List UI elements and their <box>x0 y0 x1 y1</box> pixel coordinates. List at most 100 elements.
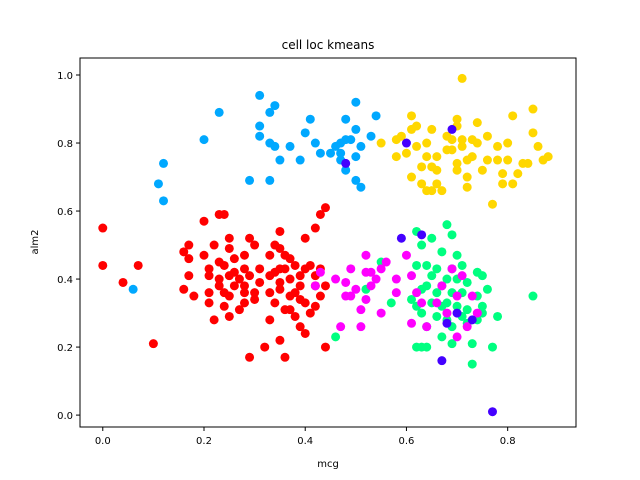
data-point-cluster-0 <box>305 260 315 270</box>
data-point-cluster-0 <box>184 240 194 250</box>
data-point-cluster-0 <box>290 311 300 321</box>
data-point-cluster-2 <box>472 138 482 148</box>
data-point-cluster-0 <box>98 223 108 233</box>
data-point-cluster-0 <box>204 271 214 281</box>
data-point-cluster-2 <box>422 138 432 148</box>
data-point-cluster-0 <box>295 322 305 332</box>
data-point-cluster-1 <box>351 97 361 107</box>
data-point-cluster-4 <box>437 281 447 291</box>
x-tick-label: 0.8 <box>500 436 516 447</box>
data-point-cluster-4 <box>331 274 341 284</box>
data-point-cluster-5 <box>487 407 497 417</box>
data-point-cluster-3 <box>467 359 477 369</box>
data-point-cluster-2 <box>503 155 513 165</box>
data-point-cluster-2 <box>412 121 422 131</box>
data-point-cluster-2 <box>432 165 442 175</box>
data-point-cluster-2 <box>493 141 503 151</box>
data-point-cluster-0 <box>320 342 330 352</box>
data-point-cluster-0 <box>214 274 224 284</box>
data-point-cluster-3 <box>422 281 432 291</box>
data-point-cluster-4 <box>447 264 457 274</box>
data-point-cluster-1 <box>275 155 285 165</box>
data-point-cluster-0 <box>98 260 108 270</box>
data-point-cluster-2 <box>447 145 457 155</box>
data-point-cluster-3 <box>432 311 442 321</box>
data-point-cluster-0 <box>285 254 295 264</box>
data-point-cluster-0 <box>300 233 310 243</box>
data-point-cluster-2 <box>508 111 518 121</box>
data-point-cluster-0 <box>224 291 234 301</box>
data-point-cluster-1 <box>371 111 381 121</box>
data-point-cluster-2 <box>407 111 417 121</box>
data-point-cluster-2 <box>396 131 406 141</box>
data-point-cluster-1 <box>315 148 325 158</box>
data-point-cluster-0 <box>250 288 260 298</box>
data-point-cluster-3 <box>452 250 462 260</box>
data-point-cluster-0 <box>255 277 265 287</box>
data-point-cluster-0 <box>255 264 265 274</box>
data-point-cluster-4 <box>351 284 361 294</box>
data-point-cluster-3 <box>427 233 437 243</box>
data-point-cluster-5 <box>442 318 452 328</box>
data-point-cluster-1 <box>255 131 265 141</box>
data-point-cluster-0 <box>133 260 143 270</box>
data-point-cluster-1 <box>159 158 169 168</box>
data-point-cluster-4 <box>391 274 401 284</box>
data-point-cluster-2 <box>482 155 492 165</box>
data-point-cluster-4 <box>376 308 386 318</box>
data-point-cluster-0 <box>118 277 128 287</box>
data-point-cluster-0 <box>239 281 249 291</box>
data-point-cluster-2 <box>528 128 538 138</box>
data-point-cluster-5 <box>452 308 462 318</box>
data-point-cluster-4 <box>452 291 462 301</box>
data-point-cluster-1 <box>265 175 275 185</box>
data-point-cluster-3 <box>442 298 452 308</box>
data-point-cluster-0 <box>270 298 280 308</box>
data-point-cluster-2 <box>523 158 533 168</box>
data-point-cluster-4 <box>361 294 371 304</box>
data-point-cluster-1 <box>346 135 356 145</box>
data-point-cluster-1 <box>310 138 320 148</box>
data-point-cluster-2 <box>477 165 487 175</box>
points-layer <box>98 73 553 417</box>
data-point-cluster-4 <box>407 271 417 281</box>
data-point-cluster-3 <box>482 284 492 294</box>
data-point-cluster-0 <box>204 264 214 274</box>
data-point-cluster-0 <box>315 209 325 219</box>
data-point-cluster-0 <box>310 301 320 311</box>
data-point-cluster-0 <box>204 298 214 308</box>
data-point-cluster-1 <box>366 131 376 141</box>
data-point-cluster-0 <box>300 298 310 308</box>
data-point-cluster-0 <box>239 288 249 298</box>
y-axis-ticks: 0.0 0.2 0.4 0.6 0.8 1.0 <box>57 71 80 422</box>
data-point-cluster-3 <box>462 277 472 287</box>
data-point-cluster-2 <box>417 162 427 172</box>
data-point-cluster-2 <box>391 152 401 162</box>
data-point-cluster-2 <box>462 182 472 192</box>
data-point-cluster-0 <box>148 339 158 349</box>
data-point-cluster-3 <box>477 271 487 281</box>
data-point-cluster-0 <box>179 247 189 257</box>
data-point-cluster-3 <box>432 264 442 274</box>
data-point-cluster-1 <box>214 107 224 117</box>
data-point-cluster-2 <box>452 158 462 168</box>
data-point-cluster-3 <box>331 332 341 342</box>
data-point-cluster-2 <box>528 104 538 114</box>
data-point-cluster-3 <box>437 332 447 342</box>
data-point-cluster-0 <box>320 203 330 213</box>
data-point-cluster-0 <box>209 315 219 325</box>
data-point-cluster-4 <box>371 274 381 284</box>
data-point-cluster-0 <box>265 288 275 298</box>
data-point-cluster-2 <box>493 155 503 165</box>
data-point-cluster-0 <box>290 288 300 298</box>
data-point-cluster-4 <box>442 308 452 318</box>
data-point-cluster-5 <box>467 315 477 325</box>
data-point-cluster-4 <box>401 250 411 260</box>
data-point-cluster-0 <box>224 243 234 253</box>
data-point-cluster-1 <box>245 175 255 185</box>
data-point-cluster-0 <box>275 226 285 236</box>
data-point-cluster-1 <box>351 152 361 162</box>
data-point-cluster-3 <box>447 339 457 349</box>
data-point-cluster-3 <box>452 301 462 311</box>
data-point-cluster-0 <box>239 298 249 308</box>
